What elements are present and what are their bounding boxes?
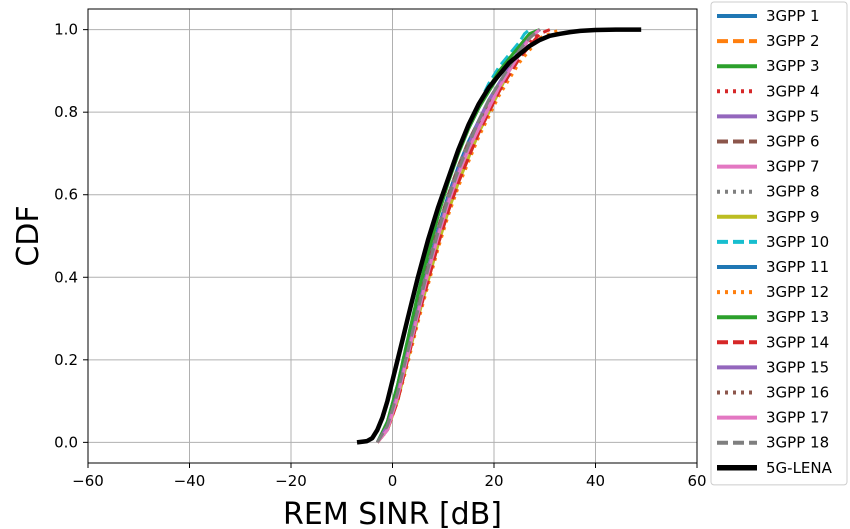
y-tick-label: 0.6 xyxy=(54,186,78,204)
legend-label: 3GPP 10 xyxy=(766,233,829,251)
y-axis-title: CDF xyxy=(11,205,46,266)
y-tick-label: 0.2 xyxy=(54,351,78,369)
x-tick-label: −60 xyxy=(72,472,104,490)
legend-label: 3GPP 14 xyxy=(766,333,829,351)
legend-label: 3GPP 16 xyxy=(766,384,829,402)
legend-label: 3GPP 8 xyxy=(766,183,820,201)
legend-label: 3GPP 12 xyxy=(766,283,829,301)
legend-box xyxy=(710,1,848,486)
legend-label: 3GPP 15 xyxy=(766,358,829,376)
series-line-3gpp-18 xyxy=(376,28,541,444)
legend-label: 3GPP 2 xyxy=(766,32,820,50)
series-line-5g-lena xyxy=(356,27,642,445)
grid xyxy=(87,9,698,463)
legend-label: 3GPP 3 xyxy=(766,57,820,75)
y-tick-label: 0.8 xyxy=(54,103,78,121)
y-tick-label: 0.4 xyxy=(54,268,78,286)
plot-lines xyxy=(356,27,642,445)
x-tick-label: 60 xyxy=(687,472,706,490)
y-tick-label: 0.0 xyxy=(54,433,78,451)
series-line-3gpp-8 xyxy=(376,28,541,444)
legend-label: 3GPP 18 xyxy=(766,434,829,452)
legend-label: 5G-LENA xyxy=(766,459,833,477)
legend-label: 3GPP 9 xyxy=(766,208,820,226)
x-tick-label: −40 xyxy=(174,472,206,490)
legend-label: 3GPP 13 xyxy=(766,308,829,326)
legend-label: 3GPP 17 xyxy=(766,409,829,427)
legend-label: 3GPP 6 xyxy=(766,133,820,151)
x-axis-title: REM SINR [dB] xyxy=(283,497,502,529)
legend-label: 3GPP 5 xyxy=(766,107,820,125)
y-tick-label: 1.0 xyxy=(54,21,78,39)
x-tick-label: 40 xyxy=(586,472,605,490)
legend: 3GPP 1 3GPP 2 3GPP 3 3GPP 4 3GPP 5 3GPP 6 3GPP… xyxy=(710,1,848,486)
legend-label: 3GPP 11 xyxy=(766,258,829,276)
legend-label: 3GPP 7 xyxy=(766,158,820,176)
legend-label: 3GPP 4 xyxy=(766,82,820,100)
series-line-3gpp-12 xyxy=(376,28,561,444)
axis-ticks: −60 −40 −20 0 20 40 60 0.0 0.2 0.4 0.6 0.8 1.0 xyxy=(54,21,706,490)
x-tick-label: 0 xyxy=(388,472,398,490)
x-tick-label: 20 xyxy=(484,472,503,490)
x-tick-label: −20 xyxy=(275,472,307,490)
legend-label: 3GPP 1 xyxy=(766,7,820,25)
